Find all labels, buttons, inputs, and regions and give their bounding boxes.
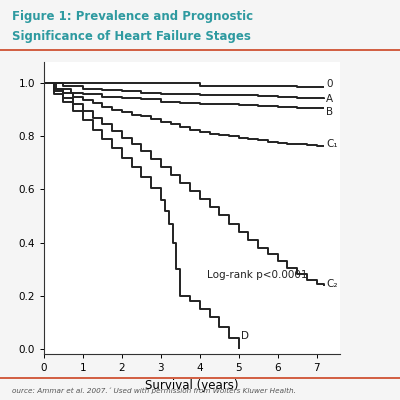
Text: Figure 1: Prevalence and Prognostic: Figure 1: Prevalence and Prognostic (12, 10, 253, 23)
Text: B: B (326, 107, 334, 117)
Text: C₂: C₂ (326, 279, 338, 289)
X-axis label: Survival (years): Survival (years) (145, 378, 239, 392)
Text: ource: Ammar et al. 2007.´ Used with permission from Wolters Kluwer Health.: ource: Ammar et al. 2007.´ Used with per… (12, 388, 296, 394)
Text: Log-rank p<0.0001: Log-rank p<0.0001 (207, 270, 307, 280)
Text: 0: 0 (326, 79, 333, 89)
Text: C₁: C₁ (326, 139, 338, 149)
Text: Significance of Heart Failure Stages: Significance of Heart Failure Stages (12, 30, 251, 43)
Text: D: D (241, 331, 249, 341)
Text: A: A (326, 94, 334, 104)
